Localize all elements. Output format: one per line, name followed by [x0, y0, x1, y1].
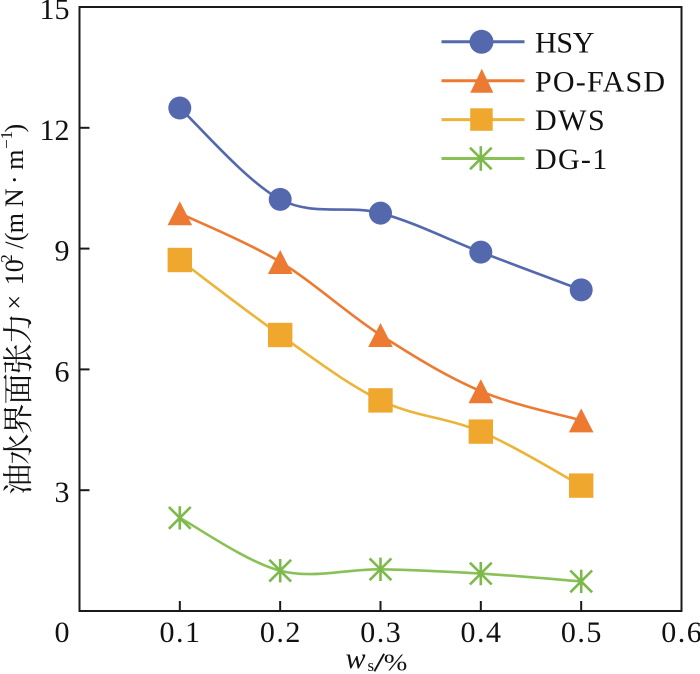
svg-text:w: w [346, 642, 366, 674]
svg-text:m: m [0, 150, 29, 170]
svg-text:×: × [0, 295, 29, 310]
svg-text:%: % [384, 649, 408, 674]
svg-text:10: 10 [0, 259, 29, 285]
svg-text:0.3: 0.3 [360, 616, 402, 649]
svg-text:HSY: HSY [535, 26, 594, 59]
svg-text:12: 12 [40, 114, 70, 147]
svg-text:6: 6 [55, 355, 70, 388]
svg-text:0.6: 0.6 [661, 616, 700, 649]
svg-text:15: 15 [40, 0, 70, 26]
svg-text:3: 3 [55, 476, 70, 509]
svg-text:·: · [0, 175, 29, 184]
svg-text:(: ( [0, 233, 29, 242]
svg-text:s: s [368, 656, 375, 674]
svg-text:0.1: 0.1 [160, 616, 202, 649]
svg-text:): ) [0, 124, 29, 133]
svg-text:0: 0 [55, 616, 70, 649]
svg-text:/: / [0, 241, 29, 249]
svg-text:2: 2 [0, 254, 16, 263]
svg-text:9: 9 [55, 235, 70, 268]
svg-text:0.4: 0.4 [461, 616, 503, 649]
svg-text:m: m [0, 213, 29, 233]
svg-text:0.5: 0.5 [561, 616, 603, 649]
svg-text:PO-FASD: PO-FASD [535, 65, 666, 98]
svg-text:N: N [0, 188, 29, 207]
svg-text:0.2: 0.2 [260, 616, 302, 649]
svg-text:DG-1: DG-1 [535, 143, 609, 176]
svg-text:DWS: DWS [535, 104, 606, 137]
svg-text:−1: −1 [0, 131, 16, 149]
